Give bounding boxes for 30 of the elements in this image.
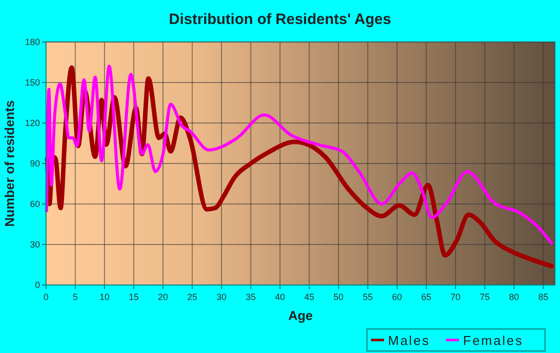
x-tick-label: 0 <box>43 292 49 302</box>
y-tick-label: 0 <box>34 280 40 290</box>
x-tick-label: 70 <box>450 292 461 302</box>
x-tick-label: 40 <box>275 292 286 302</box>
x-tick-label: 25 <box>187 292 198 302</box>
x-tick-label: 10 <box>100 292 110 302</box>
y-axis-title: Number of residents <box>2 100 17 227</box>
x-tick-label: 60 <box>392 292 402 302</box>
legend-label: Females <box>463 333 524 348</box>
x-tick-label: 30 <box>216 292 227 302</box>
x-tick-label: 80 <box>509 292 520 302</box>
x-tick-label: 15 <box>128 292 139 302</box>
y-tick-label: 60 <box>30 199 40 209</box>
x-axis-title: Age <box>288 308 313 323</box>
x-tick-label: 75 <box>480 292 490 302</box>
y-tick-label: 30 <box>30 240 40 250</box>
y-tick-label: 180 <box>24 37 40 47</box>
y-tick-label: 120 <box>24 118 40 128</box>
x-tick-label: 85 <box>538 292 548 302</box>
x-tick-label: 50 <box>334 292 344 302</box>
x-tick-label: 35 <box>246 292 256 302</box>
chart-title: Distribution of Residents' Ages <box>168 11 392 28</box>
y-tick-label: 90 <box>30 158 40 168</box>
x-tick-label: 20 <box>158 292 168 302</box>
x-tick-label: 45 <box>304 292 314 302</box>
y-tick-label: 150 <box>24 78 40 88</box>
x-tick-label: 65 <box>421 292 432 302</box>
x-tick-label: 55 <box>362 292 373 302</box>
x-tick-label: 5 <box>72 292 78 302</box>
legend-label: Males <box>388 333 430 348</box>
